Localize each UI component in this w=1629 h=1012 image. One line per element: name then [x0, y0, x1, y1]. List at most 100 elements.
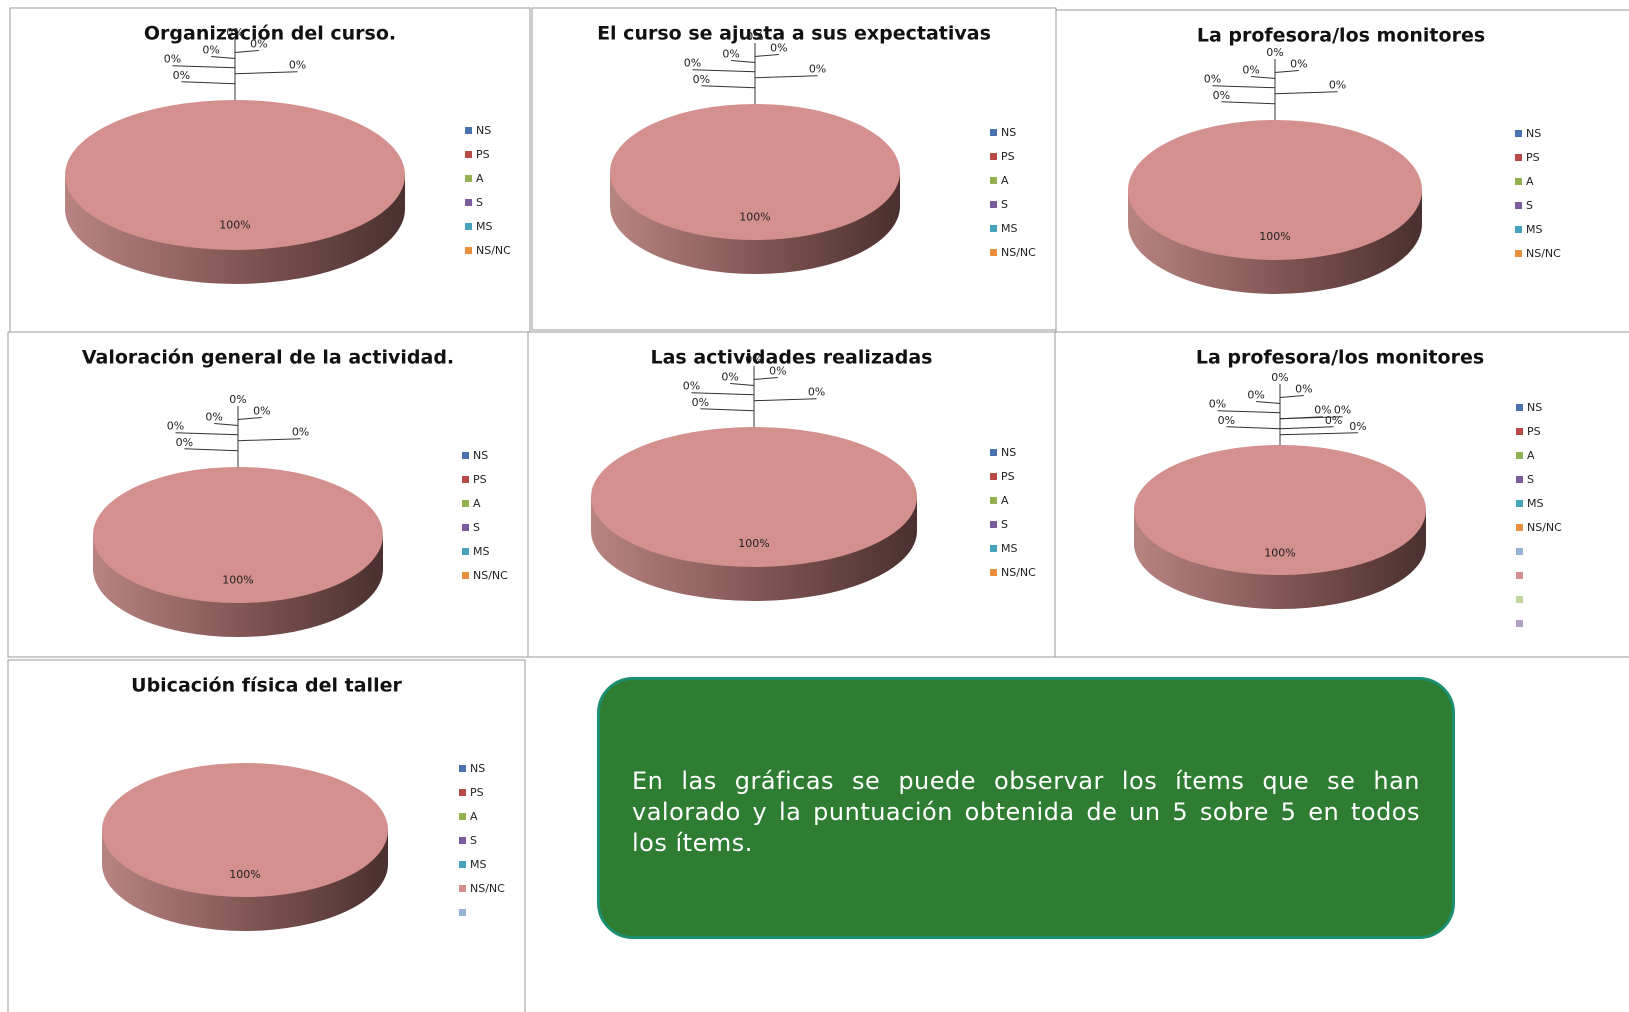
legend-label: MS — [1001, 222, 1017, 235]
data-label: 0% — [205, 410, 222, 423]
legend-swatch — [1516, 428, 1523, 435]
legend-swatch — [1515, 130, 1522, 137]
legend-label: A — [1001, 494, 1009, 507]
legend-swatch — [465, 199, 472, 206]
data-label: 0% — [250, 37, 267, 50]
slice — [610, 104, 900, 274]
legend-swatch — [1515, 202, 1522, 209]
chart-title: La profesora/los monitores — [1197, 25, 1485, 47]
data-label: 0% — [1213, 89, 1230, 102]
legend-label: NS/NC — [470, 882, 505, 895]
data-label: 0% — [202, 43, 219, 56]
note-text: En las gráficas se puede observar los ít… — [632, 767, 1420, 857]
slice-part — [1134, 445, 1426, 575]
legend-label: NS — [1001, 446, 1016, 459]
leader-line — [753, 398, 817, 427]
legend-label: A — [473, 497, 481, 510]
legend-swatch — [459, 861, 466, 868]
leader-line — [1256, 400, 1281, 445]
data-label: 0% — [1247, 388, 1264, 401]
leader-line — [1279, 416, 1324, 445]
legend-swatch — [462, 572, 469, 579]
legend-swatch — [459, 765, 466, 772]
data-label: 0% — [809, 63, 826, 76]
legend-label: S — [473, 521, 480, 534]
legend-label: MS — [476, 220, 492, 233]
legend-swatch — [1516, 452, 1523, 459]
legend-swatch — [465, 151, 472, 158]
data-label: 0% — [226, 26, 243, 39]
legend-label: MS — [473, 545, 489, 558]
legend-label: PS — [1001, 470, 1015, 483]
legend-swatch — [462, 524, 469, 531]
data-label: 100% — [229, 868, 260, 881]
data-label: 100% — [1259, 230, 1290, 243]
legend-swatch — [462, 452, 469, 459]
data-label: 0% — [164, 53, 181, 66]
leader-line — [237, 438, 301, 467]
data-label: 100% — [738, 537, 769, 550]
legend-swatch — [990, 129, 997, 136]
legend-label: S — [470, 834, 477, 847]
legend-swatch — [1515, 250, 1522, 257]
legend-swatch — [1516, 404, 1523, 411]
legend-swatch — [1516, 500, 1523, 507]
legend-swatch — [1515, 154, 1522, 161]
data-label: 0% — [253, 404, 270, 417]
data-label: 0% — [693, 73, 710, 86]
leader-line — [1279, 426, 1334, 445]
leader-line — [1221, 101, 1276, 120]
legend-swatch — [1516, 620, 1523, 627]
legend-swatch — [990, 177, 997, 184]
data-label: 0% — [1271, 371, 1288, 384]
legend-swatch — [465, 127, 472, 134]
leader-line — [234, 71, 298, 100]
leader-line — [214, 422, 239, 467]
leader-line — [1226, 426, 1281, 445]
legend-swatch — [990, 225, 997, 232]
legend-label: NS — [470, 762, 485, 775]
slice-part — [93, 467, 383, 603]
note-box: En las gráficas se puede observar los ít… — [597, 677, 1455, 939]
legend-swatch — [465, 223, 472, 230]
data-label: 100% — [739, 211, 770, 224]
data-label: 0% — [176, 436, 193, 449]
chart-title: Valoración general de la actividad. — [82, 347, 454, 369]
data-label: 0% — [721, 370, 738, 383]
chart-title: Las actividades realizadas — [651, 347, 933, 369]
data-label: 0% — [1329, 79, 1346, 92]
leader-line — [700, 408, 755, 427]
legend-label: NS — [1527, 401, 1542, 414]
legend-label: S — [1526, 199, 1533, 212]
legend-label: NS/NC — [473, 569, 508, 582]
data-label: 0% — [746, 30, 763, 43]
legend-label: A — [1527, 449, 1535, 462]
legend-swatch — [990, 201, 997, 208]
legend-label: PS — [1527, 425, 1541, 438]
legend-swatch — [462, 476, 469, 483]
data-label: 0% — [1204, 73, 1221, 86]
legend-swatch — [990, 449, 997, 456]
slice — [1128, 120, 1422, 294]
data-label: 0% — [1334, 404, 1351, 417]
legend-label: S — [1001, 518, 1008, 531]
legend-label: A — [476, 172, 484, 185]
leader-line — [181, 81, 236, 100]
leader-line — [1279, 432, 1359, 445]
leader-line — [754, 53, 779, 104]
legend-swatch — [465, 247, 472, 254]
data-label: 0% — [167, 420, 184, 433]
legend-label: S — [476, 196, 483, 209]
data-label: 0% — [1314, 404, 1331, 417]
legend-label: PS — [470, 786, 484, 799]
legend-swatch — [459, 909, 466, 916]
legend-label: NS — [1001, 126, 1016, 139]
leader-line — [1274, 69, 1299, 120]
legend-swatch — [1515, 226, 1522, 233]
data-label: 0% — [684, 57, 701, 70]
slice — [93, 467, 383, 637]
legend-label: NS — [1526, 127, 1541, 140]
data-label: 0% — [770, 41, 787, 54]
